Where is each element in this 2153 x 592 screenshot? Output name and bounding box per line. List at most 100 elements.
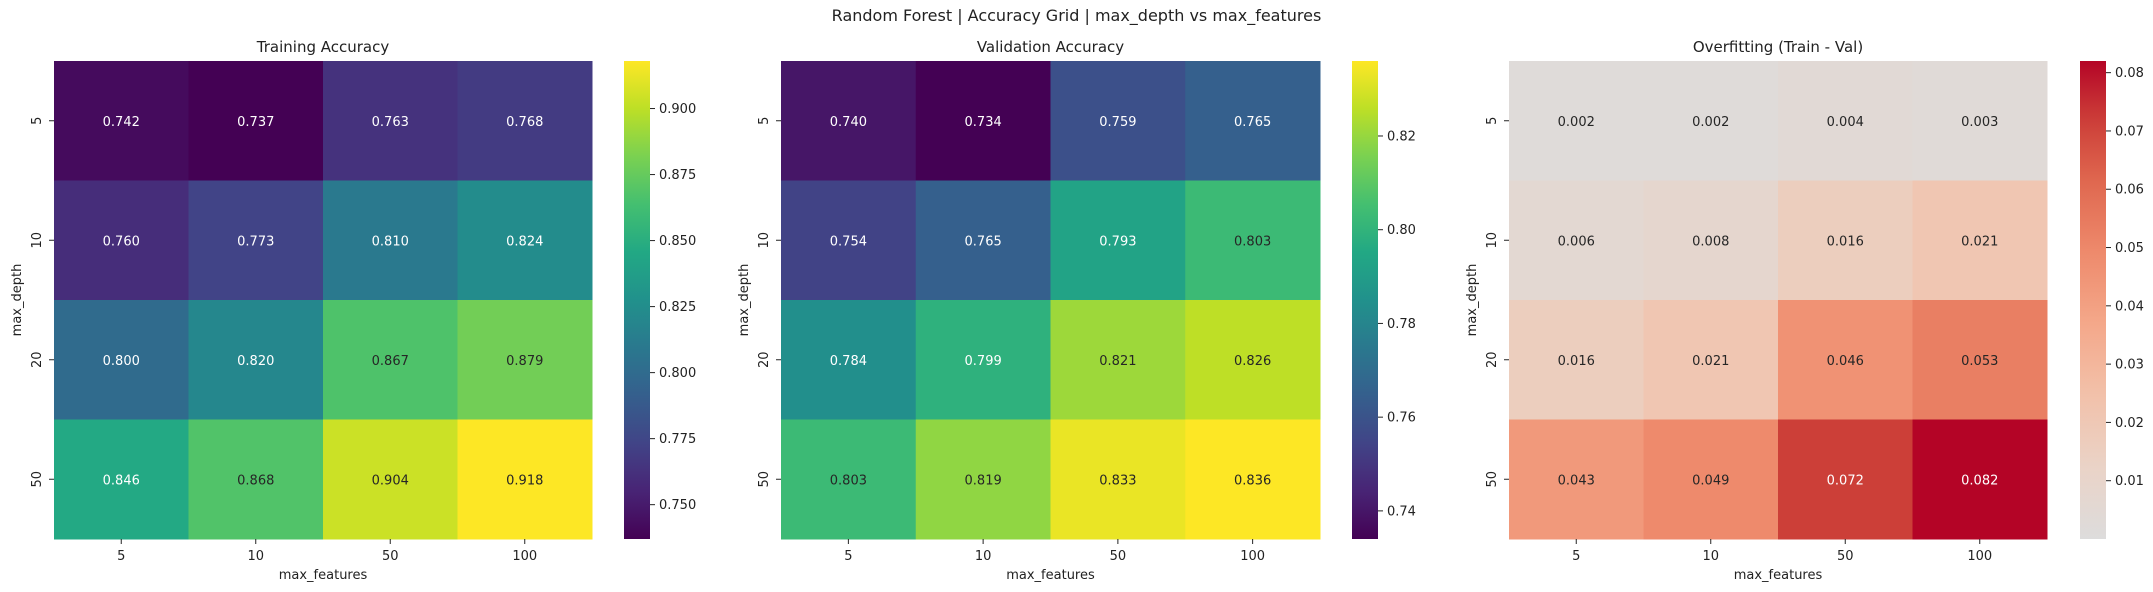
cell-value-label: 0.879 (506, 354, 543, 369)
colorbar-tick-label: 0.78 (1387, 317, 1416, 332)
cell-value-label: 0.799 (965, 354, 1002, 369)
y-tick-label: 50 (757, 471, 772, 488)
cell-value-label: 0.868 (237, 473, 274, 488)
cell-value-label: 0.836 (1234, 473, 1271, 488)
heatmap-cell (915, 180, 1051, 301)
colorbar (624, 61, 650, 539)
colorbar-tick-label: 0.82 (1387, 129, 1416, 144)
x-tick-label: 50 (1837, 549, 1854, 564)
cell-value-label: 0.918 (506, 473, 543, 488)
cell-value-label: 0.759 (1099, 115, 1136, 130)
heatmap-cell (457, 419, 593, 540)
x-axis-label: max_features (1734, 568, 1823, 583)
heatmap-cell (1185, 300, 1321, 420)
heatmap-cell (54, 300, 189, 420)
heatmap-cell (915, 419, 1051, 540)
heatmap-cell (781, 61, 917, 181)
cell-value-label: 0.737 (237, 115, 274, 130)
cell-value-label: 0.826 (1234, 354, 1271, 369)
cell-value-label: 0.768 (506, 115, 543, 130)
heatmap-cell (1185, 180, 1321, 301)
y-tick-label: 5 (757, 117, 772, 125)
cell-value-label: 0.833 (1099, 473, 1136, 488)
colorbar-tick-label: 0.08 (2115, 66, 2144, 81)
y-tick-label: 20 (30, 351, 45, 368)
cell-value-label: 0.846 (103, 473, 140, 488)
x-tick-label: 100 (1967, 549, 1992, 564)
heatmap-cell (1912, 300, 2048, 420)
colorbar-tick-label: 0.04 (2115, 299, 2144, 314)
y-tick-label: 10 (1485, 232, 1500, 249)
figure-title: Random Forest | Accuracy Grid | max_dept… (831, 6, 1322, 25)
colorbar-tick-label: 0.06 (2115, 183, 2144, 198)
colorbar-tick-label: 0.76 (1387, 411, 1416, 426)
heatmap-cell (188, 419, 324, 540)
heatmap-cell (1509, 61, 1644, 181)
x-axis-label: max_features (1006, 568, 1095, 583)
cell-value-label: 0.016 (1827, 234, 1864, 249)
y-tick-label: 50 (30, 471, 45, 488)
y-axis-label: max_depth (737, 264, 752, 337)
heatmap-cell (188, 300, 324, 420)
heatmap-cell (323, 180, 458, 301)
x-tick-label: 100 (1240, 549, 1265, 564)
cell-value-label: 0.003 (1961, 115, 1998, 130)
y-axis-label: max_depth (1465, 264, 1480, 337)
colorbar-tick-label: 0.800 (659, 366, 696, 381)
cell-value-label: 0.821 (1099, 354, 1136, 369)
y-tick-label: 5 (30, 117, 45, 125)
panel-title: Training Accuracy (256, 38, 390, 56)
heatmap-cell (781, 300, 917, 420)
cell-value-label: 0.773 (237, 234, 274, 249)
colorbar-tick-label: 0.74 (1387, 504, 1416, 519)
cell-value-label: 0.824 (506, 234, 543, 249)
colorbar-tick-label: 0.07 (2115, 124, 2144, 139)
colorbar (1352, 61, 1378, 539)
cell-value-label: 0.002 (1692, 115, 1729, 130)
colorbar (2080, 61, 2106, 539)
cell-value-label: 0.004 (1827, 115, 1864, 130)
cell-value-label: 0.765 (965, 234, 1002, 249)
colorbar-tick-label: 0.875 (659, 168, 696, 183)
cell-value-label: 0.016 (1558, 354, 1595, 369)
heatmap-cell (1185, 419, 1321, 540)
colorbar-tick-label: 0.80 (1387, 223, 1416, 238)
heatmap-cell (1050, 419, 1186, 540)
heatmap-cell (1778, 300, 1913, 420)
colorbar-tick-label: 0.825 (659, 300, 696, 315)
cell-value-label: 0.763 (372, 115, 409, 130)
heatmap-cell (323, 61, 458, 181)
heatmap-cell (1912, 419, 2048, 540)
heatmap-cell (323, 300, 458, 420)
y-tick-label: 10 (757, 232, 772, 249)
cell-value-label: 0.904 (372, 473, 409, 488)
heatmap-cell (915, 300, 1051, 420)
heatmap-cell (1912, 180, 2048, 301)
x-axis-label: max_features (279, 568, 368, 583)
heatmap-cell (1643, 180, 1779, 301)
heatmap-cell (1778, 180, 1913, 301)
heatmap-cell (54, 419, 189, 540)
cell-value-label: 0.043 (1558, 473, 1595, 488)
heatmap-cell (1050, 61, 1186, 181)
cell-value-label: 0.800 (103, 354, 140, 369)
x-tick-label: 100 (512, 549, 537, 564)
cell-value-label: 0.053 (1961, 354, 1998, 369)
heatmap-cell (457, 180, 593, 301)
heatmap-cell (188, 61, 324, 181)
x-tick-label: 10 (247, 549, 264, 564)
x-tick-label: 5 (1572, 549, 1580, 564)
x-tick-label: 10 (1702, 549, 1719, 564)
heatmap-cell (1050, 180, 1186, 301)
cell-value-label: 0.082 (1961, 473, 1998, 488)
cell-value-label: 0.793 (1099, 234, 1136, 249)
colorbar-tick-label: 0.750 (659, 498, 696, 513)
cell-value-label: 0.021 (1961, 234, 1998, 249)
heatmap-cell (1185, 61, 1321, 181)
y-tick-label: 50 (1485, 471, 1500, 488)
heatmap-cell (1509, 180, 1644, 301)
cell-value-label: 0.008 (1692, 234, 1729, 249)
heatmap-cell (54, 180, 189, 301)
x-tick-label: 50 (382, 549, 399, 564)
